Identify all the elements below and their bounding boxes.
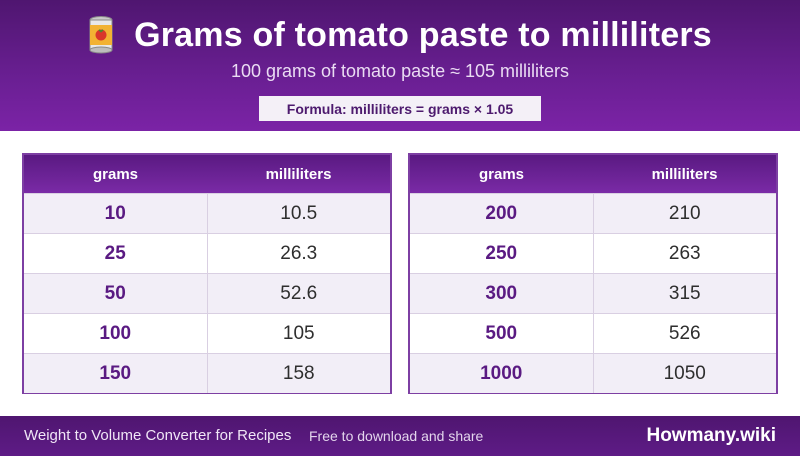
grams-cell: 1000: [410, 354, 594, 393]
table-row: 500 526: [410, 313, 776, 353]
milliliters-cell: 158: [282, 362, 315, 384]
footer-app-name: Weight to Volume Converter for Recipes: [24, 427, 292, 444]
table-row: 250 263: [410, 233, 776, 273]
grams-cell: 25: [24, 234, 208, 273]
milliliters-cell: 315: [668, 282, 701, 304]
grams-cell: 50: [24, 274, 208, 313]
formula-badge: Formula: milliliters = grams × 1.05: [259, 96, 541, 121]
conversion-table-right: grams milliliters 200 210 250 263 300 31…: [408, 153, 778, 394]
footer-brand[interactable]: Howmany.wiki: [646, 425, 776, 446]
table-row: 150 158: [24, 353, 390, 393]
conversion-subtitle: 100 grams of tomato paste ≈ 105 millilit…: [230, 61, 570, 81]
grams-cell: 250: [410, 234, 594, 273]
grams-cell: 200: [410, 194, 594, 233]
milliliters-cell: 1050: [663, 362, 706, 384]
milliliters-cell: 26.3: [280, 242, 318, 264]
column-header-milliliters: milliliters: [265, 165, 332, 183]
table-header: grams milliliters: [24, 155, 390, 193]
table-row: 200 210: [410, 193, 776, 233]
table-row: 100 105: [24, 313, 390, 353]
footer-share-note: Free to download and share: [309, 428, 484, 444]
table-row: 300 315: [410, 273, 776, 313]
milliliters-cell: 526: [668, 322, 701, 344]
page-title: Grams of tomato paste to milliliters: [134, 15, 712, 54]
column-header-milliliters: milliliters: [651, 165, 718, 183]
grams-cell: 10: [24, 194, 208, 233]
milliliters-cell: 52.6: [280, 282, 318, 304]
footer-bar: Weight to Volume Converter for Recipes F…: [0, 416, 800, 456]
milliliters-cell: 105: [282, 322, 315, 344]
table-row: 50 52.6: [24, 273, 390, 313]
grams-cell: 100: [24, 314, 208, 353]
milliliters-cell: 210: [668, 202, 701, 224]
conversion-table-left: grams milliliters 10 10.5 25 26.3 50 52.…: [22, 153, 392, 394]
grams-cell: 500: [410, 314, 594, 353]
table-row: 10 10.5: [24, 193, 390, 233]
tomato-can-icon: [88, 16, 114, 54]
grams-cell: 300: [410, 274, 594, 313]
column-header-grams: grams: [478, 165, 525, 183]
header-banner: Grams of tomato paste to milliliters 100…: [0, 0, 800, 131]
table-row: 25 26.3: [24, 233, 390, 273]
table-row: 1000 1050: [410, 353, 776, 393]
grams-cell: 150: [24, 354, 208, 393]
table-header: grams milliliters: [410, 155, 776, 193]
milliliters-cell: 10.5: [280, 202, 318, 224]
milliliters-cell: 263: [668, 242, 701, 264]
title-row: Grams of tomato paste to milliliters: [0, 14, 800, 56]
column-header-grams: grams: [92, 165, 139, 183]
